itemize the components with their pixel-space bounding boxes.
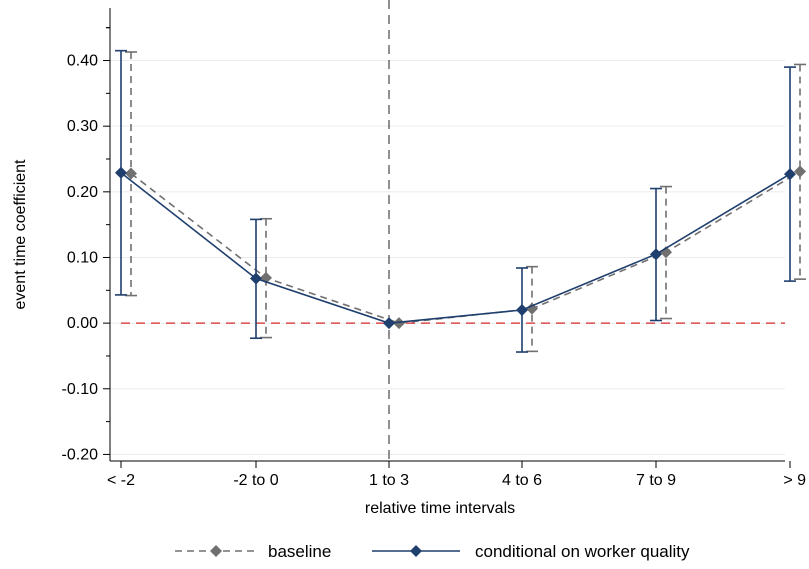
y-tick-label: 0.00 (67, 315, 98, 332)
y-tick-label: -0.10 (62, 381, 99, 398)
y-tick-label: 0.30 (67, 118, 98, 135)
x-tick-label: 1 to 3 (369, 472, 409, 489)
data-point (784, 168, 796, 181)
axes: -0.20 -0.10 0.00 0.10 0.20 0.30 0.40 < -2 -2 to … (62, 8, 806, 489)
gridlines (110, 60, 785, 455)
legend-item-baseline: baseline (175, 542, 331, 561)
x-tick-label: -2 to 0 (233, 472, 278, 489)
data-point (393, 317, 405, 330)
legend-label: conditional on worker quality (475, 542, 690, 561)
x-axis-title: relative time intervals (365, 500, 515, 517)
legend-marker (210, 545, 222, 557)
legend-marker (410, 545, 422, 557)
x-tick-label: > 9 (783, 472, 806, 489)
legend-label: baseline (268, 542, 331, 561)
legend: baseline conditional on worker quality (175, 542, 690, 561)
series-conditional (115, 49, 796, 353)
data-point (526, 302, 538, 315)
data-point (650, 248, 662, 261)
x-tick-label: 4 to 6 (502, 472, 542, 489)
x-tick-label: < -2 (107, 472, 135, 489)
x-tick-label: 7 to 9 (636, 472, 676, 489)
series-line (120, 172, 791, 324)
reference-lines (121, 0, 785, 461)
y-tick-label: -0.20 (62, 446, 99, 463)
series-line (130, 170, 801, 324)
series-layer (115, 49, 806, 353)
y-tick-label: 0.40 (67, 53, 98, 70)
y-axis-title: event time coefficient (12, 159, 29, 310)
data-point (125, 167, 137, 180)
data-point (250, 272, 262, 285)
y-tick-label: 0.10 (67, 249, 98, 266)
data-point (516, 304, 528, 316)
series-baseline (125, 51, 806, 353)
data-point (383, 317, 395, 330)
data-point (115, 166, 127, 179)
legend-item-conditional: conditional on worker quality (372, 542, 690, 561)
y-tick-label: 0.20 (67, 184, 98, 201)
data-point (794, 165, 806, 178)
